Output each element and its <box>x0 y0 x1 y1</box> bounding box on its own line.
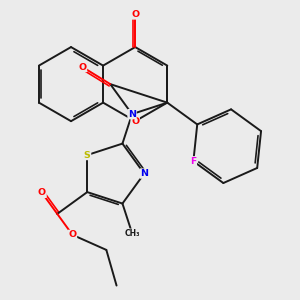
Text: O: O <box>78 62 87 71</box>
Text: O: O <box>131 10 139 19</box>
Text: N: N <box>128 110 136 118</box>
Text: S: S <box>84 151 91 160</box>
Text: N: N <box>140 169 148 178</box>
Text: CH₃: CH₃ <box>124 229 140 238</box>
Text: O: O <box>38 188 46 197</box>
Text: O: O <box>68 230 76 239</box>
Text: O: O <box>131 117 139 126</box>
Text: F: F <box>190 157 196 166</box>
